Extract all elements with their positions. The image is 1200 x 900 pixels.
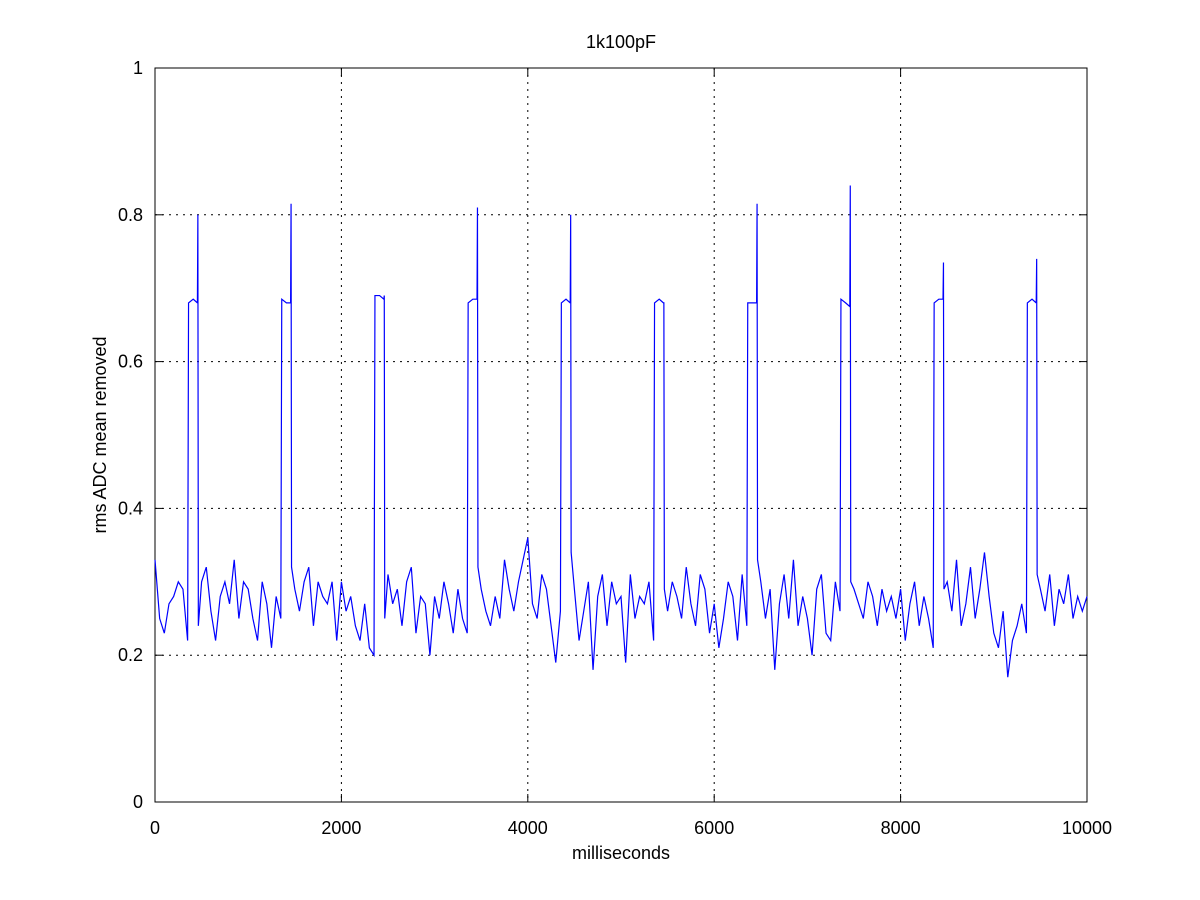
x-tick-label: 6000 <box>694 818 734 838</box>
x-tick-label: 4000 <box>508 818 548 838</box>
y-tick-label: 0.2 <box>118 645 143 665</box>
y-tick-label: 0 <box>133 792 143 812</box>
chart-title: 1k100pF <box>586 32 656 52</box>
x-tick-label: 2000 <box>321 818 361 838</box>
y-tick-label: 0.8 <box>118 205 143 225</box>
x-axis-label: milliseconds <box>572 843 670 863</box>
x-tick-label: 10000 <box>1062 818 1112 838</box>
y-axis-label: rms ADC mean removed <box>90 336 110 533</box>
x-tick-label: 8000 <box>881 818 921 838</box>
data-line <box>154 185 1088 678</box>
y-tick-label: 1 <box>133 58 143 78</box>
x-tick-label: 0 <box>150 818 160 838</box>
y-tick-label: 0.4 <box>118 498 143 518</box>
y-tick-label: 0.6 <box>118 352 143 372</box>
plot-frame <box>154 67 1088 803</box>
